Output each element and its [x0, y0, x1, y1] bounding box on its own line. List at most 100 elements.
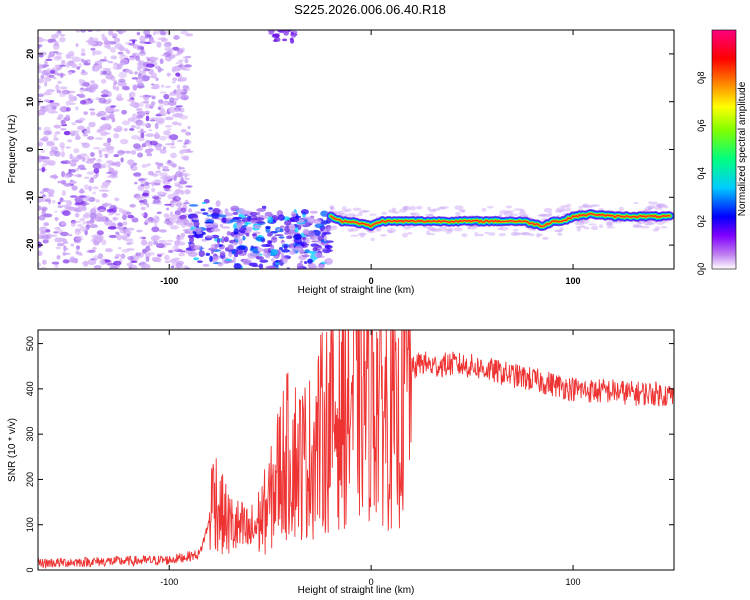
- heatmap-blob: [233, 252, 239, 258]
- heatmap-blob: [59, 37, 66, 43]
- heatmap-blob: [139, 40, 147, 44]
- heatmap-blob: [249, 211, 258, 216]
- heatmap-blob: [159, 91, 167, 94]
- colorbar: [711, 29, 737, 270]
- heatmap-blob: [193, 244, 202, 251]
- heatmap-blob: [104, 248, 113, 253]
- heatmap-blob: [424, 213, 434, 217]
- y-tick-label: 0: [25, 147, 35, 152]
- heatmap-blob: [120, 157, 124, 163]
- heatmap-blob: [78, 93, 85, 98]
- heatmap-blob: [83, 176, 90, 179]
- heatmap-blob: [281, 254, 285, 261]
- heatmap-blob: [175, 235, 185, 241]
- heatmap-blob: [122, 214, 127, 221]
- heatmap-blob: [92, 66, 100, 72]
- heatmap-blob: [528, 233, 535, 237]
- heatmap-blob: [59, 106, 69, 113]
- heatmap-blob: [71, 63, 78, 69]
- heatmap-blob: [605, 222, 614, 227]
- heatmap-blob: [40, 266, 47, 269]
- heatmap-blob: [105, 146, 115, 151]
- heatmap-blob: [215, 200, 221, 207]
- heatmap-blob: [73, 240, 82, 244]
- heatmap-blob: [81, 261, 88, 265]
- heatmap-blob: [53, 51, 59, 54]
- heatmap-blob: [437, 226, 448, 232]
- heatmap-blob: [167, 100, 177, 106]
- heatmap-blob: [54, 226, 61, 231]
- heatmap-blob: [75, 106, 79, 111]
- heatmap-blob: [47, 194, 55, 198]
- heatmap-blob: [79, 217, 86, 222]
- heatmap-blob: [166, 128, 172, 131]
- heatmap-blob: [644, 207, 652, 210]
- heatmap-blob: [160, 84, 165, 88]
- heatmap-blob: [79, 188, 85, 194]
- heatmap-blob: [132, 53, 137, 59]
- heatmap-blob: [261, 244, 271, 248]
- heatmap-blob: [98, 189, 105, 192]
- heatmap-blob: [158, 135, 167, 141]
- heatmap-blob: [370, 237, 375, 242]
- heatmap-blob: [169, 258, 177, 263]
- heatmap-blob: [184, 189, 191, 195]
- heatmap-blob: [75, 133, 80, 138]
- heatmap-blob: [643, 220, 652, 226]
- heatmap-blob: [60, 119, 66, 125]
- heatmap-blob: [225, 212, 234, 217]
- heatmap-blob: [171, 139, 175, 146]
- heatmap-blob: [402, 205, 409, 211]
- heatmap-blob: [93, 174, 97, 180]
- heatmap-blob: [656, 204, 662, 208]
- y-tick-label: 500: [25, 336, 35, 351]
- heatmap-blob: [59, 64, 67, 67]
- heatmap-blob: [270, 235, 278, 243]
- heatmap-blob: [362, 209, 370, 213]
- heatmap-blob: [140, 132, 145, 139]
- heatmap-blob: [92, 185, 99, 190]
- heatmap-blob: [149, 119, 156, 122]
- heatmap-blob: [83, 88, 88, 91]
- heatmap-blob: [108, 234, 118, 239]
- heatmap-blob: [273, 39, 278, 42]
- heatmap-blob: [90, 111, 96, 116]
- heatmap-blob: [618, 206, 624, 212]
- heatmap-blob: [136, 62, 141, 67]
- heatmap-blob: [162, 192, 168, 195]
- heatmap-blob: [290, 38, 295, 44]
- heatmap-blob: [386, 228, 397, 233]
- heatmap-blob: [138, 102, 144, 108]
- heatmap-blob: [346, 208, 352, 212]
- heatmap-blob: [76, 94, 80, 97]
- heatmap-blob: [520, 232, 530, 236]
- heatmap-blob: [136, 82, 145, 89]
- heatmap-blob: [537, 214, 546, 217]
- heatmap-blob: [173, 35, 180, 40]
- heatmap-blob: [164, 165, 169, 172]
- heatmap-blob: [38, 241, 42, 248]
- heatmap-blob: [184, 177, 190, 181]
- heatmap-blob: [48, 143, 55, 146]
- heatmap-blob: [53, 77, 57, 80]
- heatmap-blob: [172, 46, 180, 51]
- heatmap-blob: [110, 55, 118, 60]
- heatmap-blob: [632, 223, 642, 228]
- heatmap-blob: [94, 235, 103, 242]
- heatmap-blob: [152, 72, 158, 79]
- heatmap-blob: [139, 202, 144, 206]
- heatmap-blob: [153, 179, 161, 184]
- heatmap-blob: [89, 212, 97, 219]
- heatmap-blob: [153, 196, 159, 201]
- colorbar-tick-label: 0.6: [696, 119, 706, 132]
- heatmap-blob: [185, 33, 194, 37]
- heatmap-blob: [114, 213, 121, 216]
- heatmap-blob: [519, 214, 529, 217]
- heatmap-blob: [123, 127, 128, 132]
- heatmap-blob: [153, 236, 163, 239]
- heatmap-blob: [309, 210, 318, 214]
- heatmap-blob: [175, 105, 183, 108]
- heatmap-blob: [88, 158, 96, 161]
- heatmap-blob: [50, 110, 59, 114]
